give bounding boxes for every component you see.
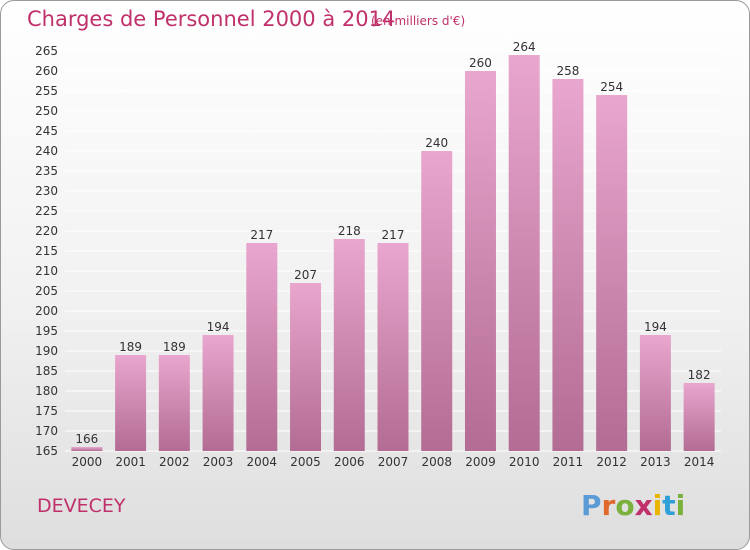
y-tick-label: 210: [35, 264, 58, 278]
value-label-2014: 182: [688, 368, 711, 382]
x-tick-label-2010: 2010: [509, 455, 540, 469]
y-tick-label: 170: [35, 424, 58, 438]
x-tick-label-2007: 2007: [378, 455, 409, 469]
logo-letter: t: [662, 489, 676, 522]
y-tick-label: 175: [35, 404, 58, 418]
x-tick-label-2014: 2014: [684, 455, 715, 469]
x-axis: 2000 2001 2002 2003 2004 2005 2006 2007 2008 2009…: [72, 455, 715, 469]
bar-2010: [508, 55, 540, 451]
logo-letter: r: [601, 489, 616, 522]
x-tick-label-2009: 2009: [465, 455, 496, 469]
bar-2012: [596, 95, 628, 451]
bars: 166 189 189 194 217 207 218 217 240 260 264 258 254 1…: [71, 40, 715, 451]
x-tick-label-2012: 2012: [596, 455, 627, 469]
logo-letter: i: [652, 489, 663, 522]
chart-title: Charges de Personnel 2000 à 2014: [27, 7, 396, 31]
logo-letter: P: [581, 489, 602, 522]
bar-2004: [246, 243, 278, 451]
y-tick-label: 250: [35, 104, 58, 118]
bar-2013: [639, 335, 671, 451]
logo-letter: o: [615, 489, 635, 522]
y-axis: 165 170 175 180 185 190 195 200 205 210 215 220 225 2…: [35, 44, 58, 458]
value-label-2007: 217: [382, 228, 405, 242]
value-label-2011: 258: [556, 64, 579, 78]
y-tick-label: 180: [35, 384, 58, 398]
x-tick-label-2000: 2000: [72, 455, 103, 469]
value-label-2001: 189: [119, 340, 142, 354]
y-tick-label: 240: [35, 144, 58, 158]
bar-2003: [202, 335, 234, 451]
x-tick-label-2006: 2006: [334, 455, 365, 469]
y-tick-label: 230: [35, 184, 58, 198]
y-tick-label: 245: [35, 124, 58, 138]
value-label-2002: 189: [163, 340, 186, 354]
bar-2009: [464, 71, 496, 451]
chart-subtitle: (en milliers d'€): [371, 14, 466, 28]
value-label-2008: 240: [425, 136, 448, 150]
x-tick-label-2011: 2011: [553, 455, 584, 469]
y-tick-label: 200: [35, 304, 58, 318]
town-name: DEVECEY: [37, 495, 126, 517]
bar-2014: [683, 383, 715, 451]
x-tick-label-2013: 2013: [640, 455, 671, 469]
value-label-2003: 194: [207, 320, 230, 334]
proxiti-logo: Proxiti: [581, 489, 685, 522]
y-tick-label: 205: [35, 284, 58, 298]
y-tick-label: 220: [35, 224, 58, 238]
bar-2002: [158, 355, 190, 451]
bar-2005: [290, 283, 322, 451]
value-label-2010: 264: [513, 40, 536, 54]
bar-2011: [552, 79, 584, 451]
y-tick-label: 195: [35, 324, 58, 338]
bar-2000: [71, 447, 103, 451]
value-label-2005: 207: [294, 268, 317, 282]
value-label-2004: 217: [250, 228, 273, 242]
y-tick-label: 265: [35, 44, 58, 58]
logo-letter: x: [634, 489, 653, 522]
value-label-2000: 166: [75, 432, 98, 446]
y-tick-label: 225: [35, 204, 58, 218]
y-tick-label: 255: [35, 84, 58, 98]
y-tick-label: 260: [35, 64, 58, 78]
value-label-2012: 254: [600, 80, 623, 94]
x-tick-label-2001: 2001: [115, 455, 146, 469]
value-label-2006: 218: [338, 224, 361, 238]
x-tick-label-2005: 2005: [290, 455, 321, 469]
x-tick-label-2002: 2002: [159, 455, 190, 469]
y-tick-label: 215: [35, 244, 58, 258]
y-tick-label: 190: [35, 344, 58, 358]
value-label-2009: 260: [469, 56, 492, 70]
bar-2001: [115, 355, 147, 451]
x-tick-label-2003: 2003: [203, 455, 234, 469]
bar-2006: [333, 239, 365, 451]
y-tick-label: 185: [35, 364, 58, 378]
value-label-2013: 194: [644, 320, 667, 334]
logo-letter: i: [675, 489, 686, 522]
y-tick-label: 165: [35, 444, 58, 458]
x-tick-label-2004: 2004: [247, 455, 278, 469]
bar-2008: [421, 151, 453, 451]
x-tick-label-2008: 2008: [421, 455, 452, 469]
bar-2007: [377, 243, 409, 451]
y-tick-label: 235: [35, 164, 58, 178]
